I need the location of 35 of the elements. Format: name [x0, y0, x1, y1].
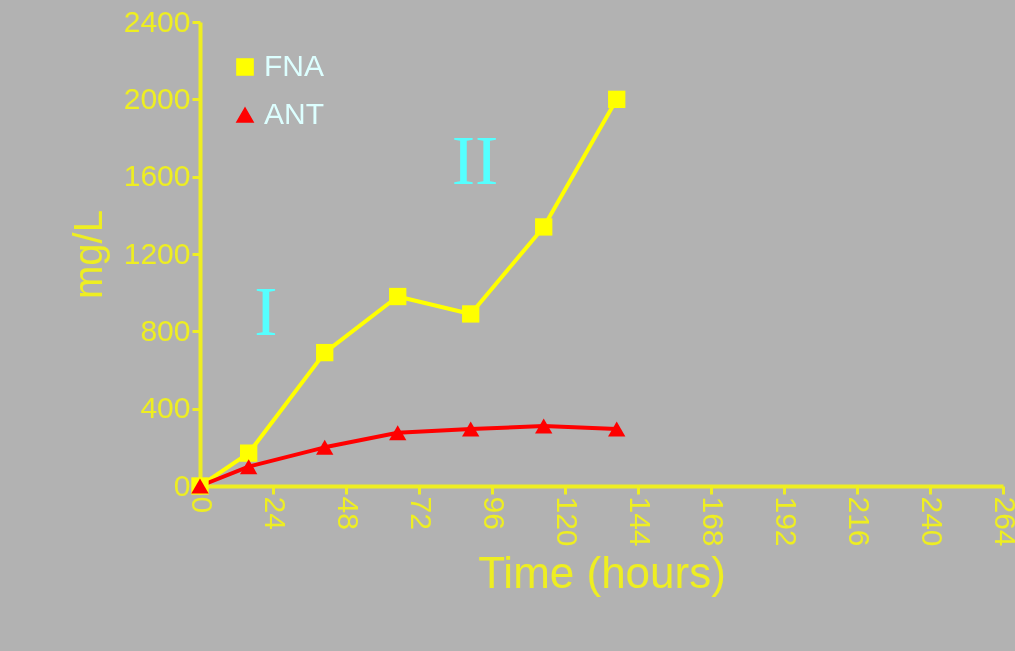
x-tick-label: 24 — [258, 496, 292, 530]
point — [535, 218, 553, 236]
point — [240, 444, 258, 462]
x-tick-label: 48 — [331, 496, 365, 530]
point — [389, 425, 407, 441]
point — [608, 421, 626, 437]
point — [535, 418, 553, 434]
x-tick-label: 168 — [696, 496, 730, 547]
x-tick-label: 240 — [915, 496, 949, 547]
x-axis-title: Time (hours) — [478, 547, 726, 597]
y-tick-label: 1600 — [123, 159, 191, 193]
y-tick-label: 1200 — [123, 236, 191, 270]
point — [316, 439, 334, 455]
legend-label: FNA — [264, 49, 324, 82]
x-tick-label: 96 — [477, 496, 511, 530]
y-tick-label: 400 — [140, 391, 191, 425]
legend-label: ANT — [264, 97, 324, 130]
x-tick-label: 192 — [769, 496, 803, 547]
point — [462, 305, 480, 323]
y-tick-label: 800 — [140, 313, 191, 347]
annotation: I — [254, 273, 278, 350]
annotation: II — [451, 122, 499, 199]
y-tick-label: 2400 — [123, 4, 191, 38]
x-tick-label: 72 — [404, 496, 438, 530]
point — [240, 459, 258, 475]
y-tick-label: 2000 — [123, 81, 191, 115]
x-tick-label: 264 — [988, 496, 1015, 547]
x-tick-label: 144 — [623, 496, 657, 547]
x-tick-label: 216 — [842, 496, 876, 547]
point — [389, 287, 407, 306]
x-tick-label: 120 — [550, 496, 584, 547]
y-axis-title: mg/L — [65, 210, 110, 299]
point — [608, 90, 626, 108]
point — [316, 343, 334, 362]
point — [462, 421, 480, 437]
